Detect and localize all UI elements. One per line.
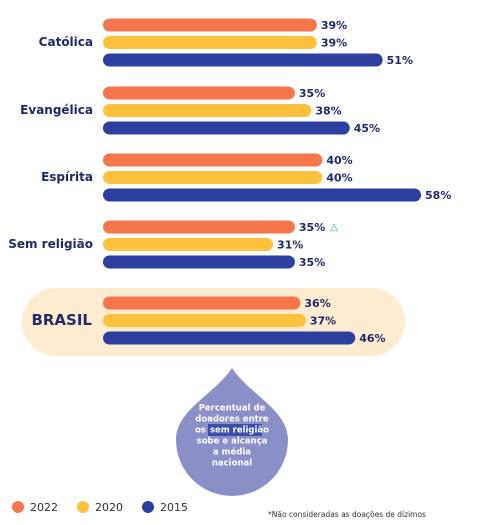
bar	[103, 171, 323, 184]
legend-marker	[12, 501, 24, 513]
value-label: 35%	[299, 256, 325, 269]
bar	[103, 331, 356, 345]
category-label: Sem religião	[8, 237, 93, 251]
category-label: Evangélica	[20, 103, 93, 117]
value-label: 51%	[387, 54, 413, 67]
value-label: 31%	[277, 239, 303, 252]
value-label: 40%	[326, 154, 352, 167]
value-label: 35%	[299, 87, 325, 100]
bar	[103, 153, 323, 167]
bar	[103, 238, 273, 251]
value-label: 46%	[359, 332, 385, 345]
value-label: 38%	[315, 105, 341, 118]
bar	[103, 18, 317, 32]
callout-highlight	[208, 424, 262, 436]
legend-marker	[142, 501, 154, 513]
bar	[103, 104, 312, 117]
bar	[103, 86, 295, 100]
callout-text: nacional	[212, 459, 252, 469]
value-label: 39%	[321, 37, 347, 50]
bar	[103, 314, 306, 327]
annotation: △	[330, 222, 338, 233]
value-label: 39%	[321, 19, 347, 32]
footnote: *Não consideradas as doações de dízimos	[268, 510, 426, 519]
legend-label: 2022	[30, 501, 58, 514]
value-label: 45%	[354, 122, 380, 135]
category-label: BRASIL	[31, 311, 92, 329]
callout-text: os	[195, 426, 206, 436]
category-label: Espírita	[41, 170, 93, 184]
bar	[103, 188, 422, 202]
bar	[103, 53, 383, 67]
bar	[103, 220, 295, 234]
value-label: 40%	[326, 172, 352, 185]
callout-text: sobe e alcança	[197, 437, 268, 447]
category-label: Católica	[39, 35, 93, 49]
bar	[103, 296, 301, 310]
callout-text: a média	[213, 447, 251, 458]
value-label: 58%	[425, 189, 451, 202]
legend-label: 2020	[95, 501, 123, 514]
callout-text: sem religião	[210, 426, 269, 436]
bar	[103, 121, 350, 135]
legend-marker	[77, 501, 89, 513]
bar	[103, 36, 317, 49]
legend-label: 2015	[160, 501, 188, 514]
bar	[103, 255, 295, 269]
value-label: 36%	[304, 297, 330, 310]
value-label: 37%	[310, 315, 336, 328]
callout-text: Percentual de	[199, 404, 266, 414]
callout-text: doadores entre	[195, 415, 269, 425]
value-label: 35%	[299, 221, 325, 234]
